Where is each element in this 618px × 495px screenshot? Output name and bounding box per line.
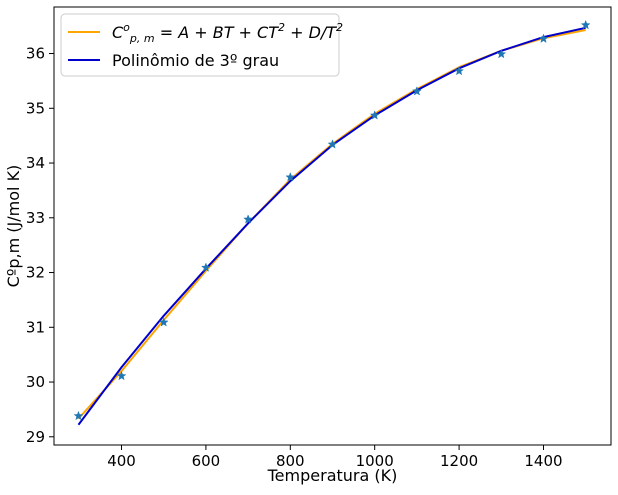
data-point-star (327, 139, 338, 149)
legend: Cop, m = A + BT + CT2 + D/T2 Polinômio d… (60, 13, 343, 77)
data-point-star (369, 110, 380, 120)
data-point-star (454, 65, 465, 76)
y-tick-label: 33 (26, 209, 45, 227)
y-tick-label: 32 (26, 264, 45, 282)
series-line-fit (77, 29, 586, 420)
x-tick-label: 1400 (524, 452, 562, 470)
x-tick-label: 1200 (440, 452, 478, 470)
data-point-star (538, 33, 549, 43)
series-line-poly (77, 26, 586, 426)
data-point-star (285, 172, 296, 182)
data-point-star (73, 410, 84, 421)
y-tick-label: 31 (26, 318, 45, 336)
data-point-star (411, 86, 422, 96)
data-point-star (580, 19, 591, 30)
legend-label-fit: Cop, m = A + BT + CT2 + D/T2 (112, 21, 343, 45)
data-point-star (243, 214, 254, 224)
x-axis-label: Temperatura (K) (267, 466, 398, 485)
data-point-star (200, 262, 211, 272)
y-tick-label: 35 (26, 99, 45, 117)
y-axis-label: Cºp,m (J/mol K) (4, 165, 23, 288)
plot-frame (53, 6, 612, 446)
legend-label-poly: Polinômio de 3º grau (112, 51, 279, 70)
x-tick-label: 1000 (356, 452, 394, 470)
data-point-star (496, 48, 507, 59)
series-layer (73, 19, 591, 426)
data-point-star (158, 317, 169, 327)
ticks-layer: 400 600 800 1000 1200 1400 29 30 31 32 33 34 35 36 (26, 45, 563, 470)
x-tick-label: 800 (276, 452, 305, 470)
y-tick-label: 29 (26, 428, 45, 446)
y-tick-label: 36 (26, 45, 45, 63)
legend-box (60, 13, 340, 77)
x-tick-label: 600 (192, 452, 221, 470)
y-tick-label: 34 (26, 154, 45, 172)
x-tick-label: 400 (107, 452, 136, 470)
y-tick-label: 30 (26, 373, 45, 391)
data-point-star (116, 370, 127, 381)
